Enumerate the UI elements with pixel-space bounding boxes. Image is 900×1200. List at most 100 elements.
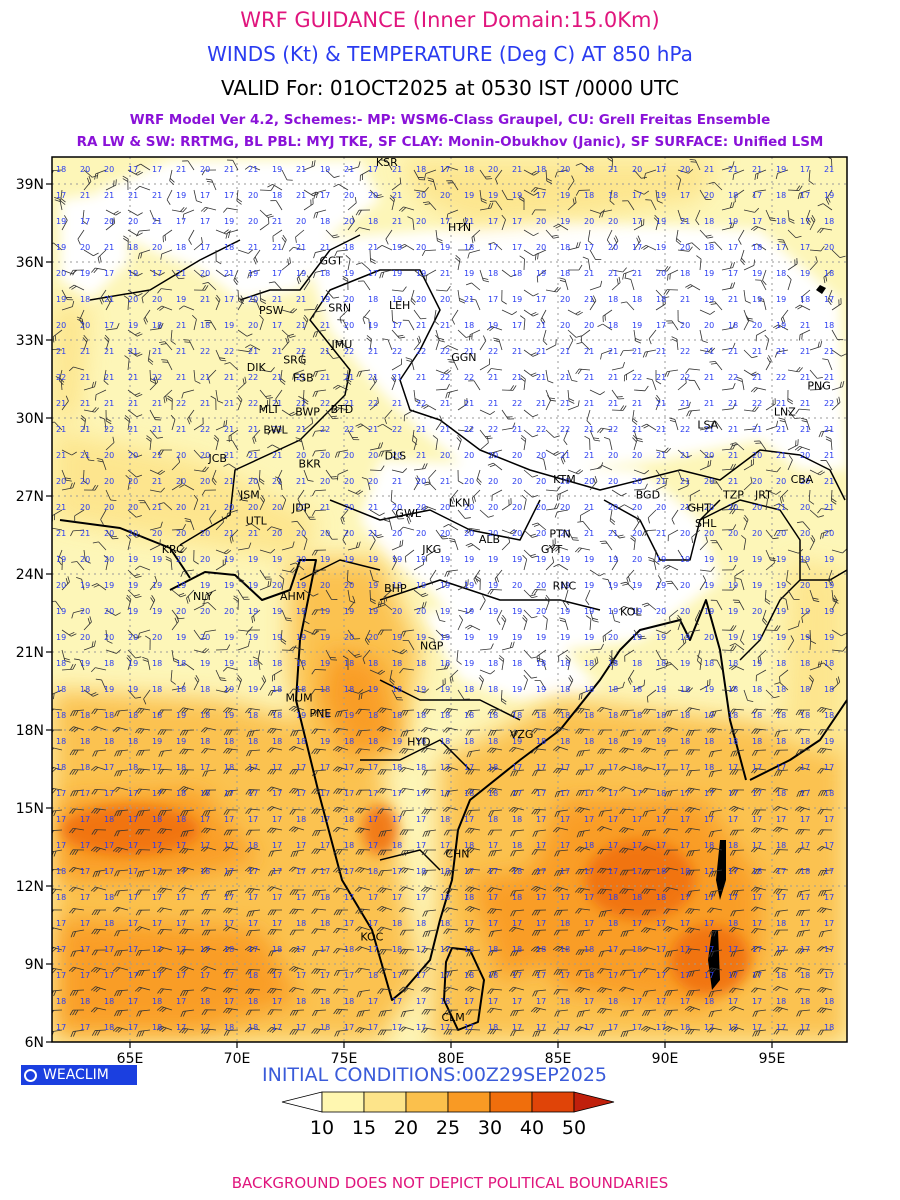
temperature-value: 17 [344, 789, 354, 798]
temperature-value: 17 [56, 1023, 66, 1032]
temperature-value: 21 [224, 477, 234, 486]
temperature-value: 17 [56, 191, 66, 200]
temperature-value: 17 [440, 1023, 450, 1032]
temperature-value: 18 [152, 685, 162, 694]
temperature-value: 17 [344, 867, 354, 876]
temperature-value: 18 [392, 711, 402, 720]
temperature-value: 18 [392, 659, 402, 668]
wind-barb [267, 184, 283, 191]
temperature-value: 20 [104, 633, 114, 642]
temperature-value: 17 [632, 1023, 642, 1032]
temperature-value: 20 [104, 529, 114, 538]
temperature-value: 17 [704, 789, 714, 798]
temperature-value: 20 [104, 451, 114, 460]
temperature-value: 21 [536, 373, 546, 382]
temperature-value: 17 [296, 971, 306, 980]
temperature-value: 20 [608, 503, 618, 512]
temperature-value: 17 [536, 971, 546, 980]
temperature-value: 20 [56, 477, 66, 486]
wind-barb [676, 174, 682, 191]
temperature-value: 17 [752, 971, 762, 980]
temperature-value: 18 [488, 971, 498, 980]
temperature-value: 21 [80, 399, 90, 408]
temperature-value: 20 [512, 581, 522, 590]
wind-barb [446, 180, 459, 191]
wind-barb [501, 214, 506, 231]
temperature-value: 20 [176, 451, 186, 460]
temperature-value: 21 [656, 399, 666, 408]
temperature-value: 18 [56, 763, 66, 772]
wind-barb [425, 269, 437, 282]
wind-barb [689, 159, 701, 171]
temperature-value: 18 [632, 763, 642, 772]
wind-barb [105, 295, 112, 311]
wind-barb [334, 249, 349, 257]
wind-barb [721, 221, 735, 231]
temperature-value: 18 [560, 659, 570, 668]
wind-barb [471, 229, 481, 244]
wind-barb [523, 309, 539, 317]
wind-barb [699, 189, 712, 200]
temperature-value: 17 [80, 945, 90, 954]
temperature-value: 17 [536, 893, 546, 902]
temperature-value: 21 [584, 295, 594, 304]
temperature-value: 19 [80, 269, 90, 278]
temperature-value: 21 [368, 347, 378, 356]
temperature-value: 18 [752, 243, 762, 252]
temperature-value: 18 [488, 789, 498, 798]
wind-barb [545, 229, 560, 239]
temperature-value: 22 [752, 399, 762, 408]
wind-barb [486, 325, 503, 332]
temperature-value: 20 [488, 165, 498, 174]
wind-barb [182, 209, 195, 220]
wind-barb [123, 295, 130, 311]
temperature-value: 19 [248, 269, 258, 278]
temperature-value: 21 [104, 295, 114, 304]
temperature-value: 17 [248, 763, 258, 772]
temperature-value: 21 [296, 165, 306, 174]
wind-barb [127, 269, 143, 277]
wind-barb [281, 257, 291, 271]
wind-barb [518, 195, 525, 211]
temperature-value: 17 [488, 217, 498, 226]
temperature-value: 18 [440, 711, 450, 720]
temperature-value: 21 [776, 451, 786, 460]
temperature-value: 20 [80, 607, 90, 616]
temperature-value: 19 [296, 633, 306, 642]
temperature-value: 19 [128, 555, 138, 564]
station-label: SHL [695, 517, 717, 530]
temperature-value: 17 [728, 893, 738, 902]
temperature-value: 21 [320, 321, 330, 330]
temperature-value: 20 [80, 477, 90, 486]
temperature-value: 17 [728, 867, 738, 876]
temperature-value: 17 [392, 1023, 402, 1032]
temperature-value: 20 [56, 581, 66, 590]
temperature-value: 18 [464, 165, 474, 174]
temperature-value: 17 [128, 1023, 138, 1032]
legend-level-label: 10 [310, 1117, 334, 1139]
temperature-value: 18 [152, 321, 162, 330]
temperature-value: 21 [824, 451, 834, 460]
temperature-value: 17 [560, 815, 570, 824]
temperature-value: 18 [680, 1023, 690, 1032]
temperature-value: 18 [344, 659, 354, 668]
temperature-value: 18 [128, 711, 138, 720]
wind-barb [201, 169, 217, 176]
temperature-value: 21 [584, 399, 594, 408]
temperature-value: 20 [632, 529, 642, 538]
temperature-value: 18 [680, 685, 690, 694]
station-label: HYD [407, 736, 430, 749]
wind-barb [204, 320, 217, 331]
temperature-value: 17 [368, 997, 378, 1006]
wind-barb [104, 334, 110, 351]
temperature-value: 17 [680, 919, 690, 928]
wind-barb [149, 209, 161, 222]
temperature-value: 17 [824, 893, 834, 902]
temperature-value: 17 [416, 945, 426, 954]
temperature-value: 18 [224, 763, 234, 772]
temperature-value: 20 [344, 581, 354, 590]
temperature-value: 19 [728, 607, 738, 616]
wind-barb [105, 209, 121, 216]
temperature-value: 19 [224, 217, 234, 226]
wind-barb [215, 349, 227, 362]
